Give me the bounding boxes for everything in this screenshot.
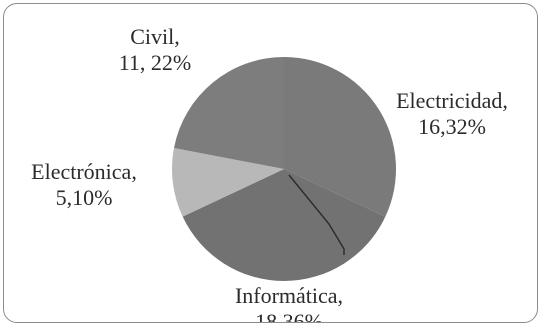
label-electronica-name: Electrónica, — [31, 159, 137, 184]
label-civil: Civil, 11, 22% — [100, 24, 210, 76]
pie-slice-informatica — [182, 169, 386, 282]
label-electricidad-value: 16,32% — [418, 114, 486, 139]
label-civil-value: 11, 22% — [118, 50, 192, 75]
label-electronica-value: 5,10% — [55, 185, 113, 210]
leader-line-informatica — [288, 174, 345, 255]
pie-slice-civil — [173, 57, 284, 169]
label-informatica-value: 18,36% — [255, 309, 323, 323]
chart-frame: Electricidad, 16,32% Informática, 18,36%… — [3, 3, 538, 323]
label-electricidad-name: Electricidad, — [396, 88, 508, 113]
pie-slice-electricidad — [284, 57, 396, 217]
pie-chart — [172, 57, 396, 282]
label-electricidad: Electricidad, 16,32% — [372, 88, 532, 140]
label-informatica: Informática, 18,36% — [204, 283, 374, 323]
pie-slice-electronica — [172, 148, 284, 217]
label-informatica-name: Informática, — [234, 283, 344, 308]
label-electronica: Electrónica, 5,10% — [9, 159, 159, 211]
label-civil-name: Civil, — [130, 24, 180, 49]
